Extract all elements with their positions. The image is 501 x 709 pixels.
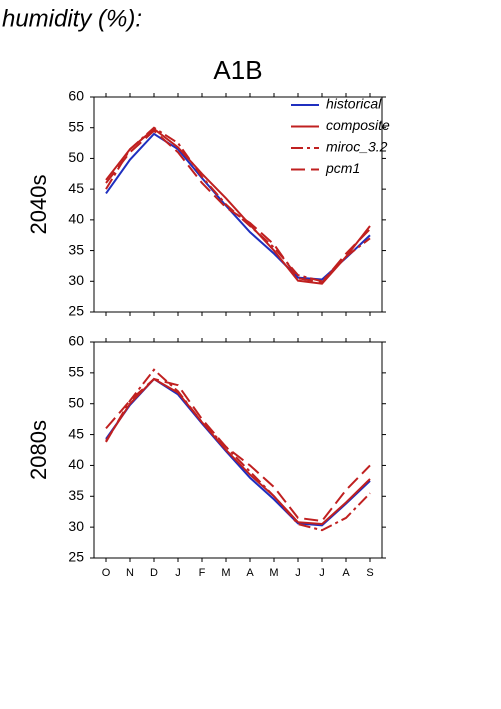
series-line	[105, 132, 371, 281]
x-tick-label: M	[221, 567, 230, 579]
y-tick-label: 40	[68, 211, 84, 227]
x-tick-label: O	[102, 567, 111, 579]
y-tick-label: 55	[68, 364, 84, 380]
legend-label: historical	[326, 96, 382, 112]
series-line	[105, 368, 371, 532]
series-line	[105, 377, 371, 523]
y-axis-label: 2040s	[26, 175, 51, 235]
legend-label: pcm1	[325, 160, 360, 176]
y-tick-label: 45	[68, 425, 84, 441]
series-line	[105, 377, 371, 527]
x-tick-label: J	[295, 567, 301, 579]
y-tick-label: 30	[68, 518, 84, 534]
y-axis-label: 2080s	[26, 420, 51, 480]
x-tick-label: D	[150, 567, 158, 579]
y-tick-label: 50	[68, 394, 84, 410]
y-tick-label: 60	[68, 333, 84, 349]
y-tick-label: 35	[68, 487, 84, 503]
y-tick-label: 30	[68, 272, 84, 288]
subtitle: A1B	[213, 55, 262, 85]
plot-frame	[93, 96, 383, 313]
series-line	[105, 377, 371, 526]
legend-label: composite	[326, 117, 390, 133]
page-title: humidity (%):	[2, 5, 142, 32]
plot-frame	[93, 341, 383, 559]
y-tick-label: 40	[68, 456, 84, 472]
y-tick-label: 55	[68, 118, 84, 134]
series-line	[105, 129, 371, 284]
y-tick-label: 25	[68, 303, 84, 319]
y-tick-label: 25	[68, 549, 84, 565]
x-tick-label: J	[175, 567, 181, 579]
legend-label: miroc_3.2	[326, 139, 388, 155]
y-tick-label: 45	[68, 180, 84, 196]
x-tick-label: N	[126, 567, 134, 579]
x-tick-label: M	[269, 567, 278, 579]
y-tick-label: 60	[68, 88, 84, 104]
x-tick-label: F	[199, 567, 206, 579]
x-tick-label: J	[319, 567, 325, 579]
y-tick-label: 35	[68, 241, 84, 257]
x-tick-label: S	[366, 567, 373, 579]
x-tick-label: A	[246, 567, 254, 579]
y-tick-label: 50	[68, 149, 84, 165]
x-tick-label: A	[342, 567, 350, 579]
